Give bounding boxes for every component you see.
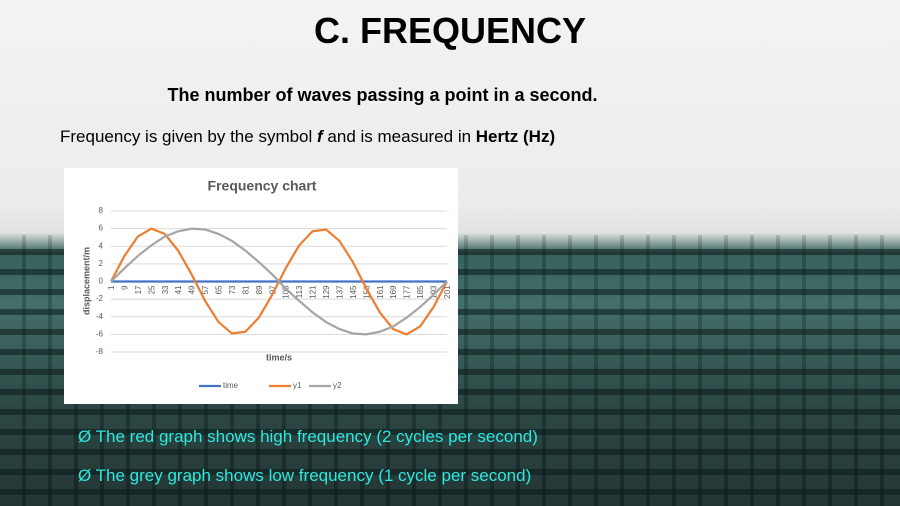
x-tick-label: 161 — [376, 285, 385, 299]
x-tick-label: 177 — [403, 285, 412, 299]
x-tick-label: 113 — [295, 285, 304, 298]
x-tick-label: 185 — [416, 285, 425, 299]
x-tick-label: 193 — [430, 285, 439, 299]
x-axis-title: time/s — [266, 352, 292, 362]
legend-label: y1 — [293, 381, 302, 390]
bullet: Ø The grey graph shows low frequency (1 … — [78, 466, 531, 486]
y-tick-label: -2 — [96, 294, 104, 303]
x-tick-label: 201 — [443, 285, 452, 299]
x-tick-label: 145 — [349, 285, 358, 299]
legend-label: y2 — [333, 381, 342, 390]
symbol: f — [317, 127, 323, 146]
x-tick-label: 49 — [188, 285, 197, 294]
x-tick-label: 17 — [134, 285, 143, 294]
y-tick-label: 0 — [99, 277, 104, 286]
x-tick-label: 153 — [362, 285, 371, 299]
y-tick-label: 2 — [99, 259, 104, 268]
y-axis-title: displacement/m — [81, 247, 91, 315]
x-tick-label: 97 — [268, 285, 277, 294]
text: Frequency is given by the symbol — [60, 127, 318, 146]
y-tick-label: 8 — [99, 206, 104, 215]
legend-label: time — [223, 381, 239, 390]
x-tick-label: 57 — [201, 285, 210, 294]
subtitle: The number of waves passing a point in a… — [167, 85, 598, 105]
chart-title: Frequency chart — [208, 178, 317, 194]
bullet-text: The red graph shows high frequency (2 cy… — [95, 427, 538, 446]
chart: Frequency chart time/s displacement/m -8… — [64, 168, 458, 404]
x-tick-label: 81 — [241, 285, 250, 294]
x-tick-label: 89 — [255, 285, 264, 294]
x-tick-label: 33 — [161, 285, 170, 294]
x-tick-label: 73 — [228, 285, 237, 294]
definition: Frequency is given by the symbol f and i… — [60, 127, 555, 147]
y-tick-label: 6 — [99, 224, 104, 233]
y-tick-label: -6 — [96, 329, 104, 338]
y-tick-label: -4 — [96, 312, 104, 321]
x-tick-label: 121 — [309, 285, 318, 299]
x-tick-label: 9 — [120, 285, 129, 290]
y-tick-label: -8 — [96, 347, 104, 356]
x-tick-label: 105 — [282, 285, 291, 299]
bullet: Ø The red graph shows high frequency (2 … — [78, 427, 538, 447]
y-tick-label: 4 — [99, 241, 104, 250]
text: and is measured in — [322, 127, 476, 146]
x-tick-label: 65 — [215, 285, 224, 294]
bullet-marker: Ø — [78, 466, 92, 485]
unit: Hertz (Hz) — [475, 127, 556, 146]
x-tick-label: 25 — [147, 285, 156, 294]
x-tick-label: 129 — [322, 285, 331, 299]
x-tick-label: 137 — [335, 285, 344, 299]
x-tick-label: 169 — [389, 285, 398, 299]
slide-title: C. FREQUENCY — [313, 10, 587, 51]
x-tick-label: 1 — [107, 285, 116, 290]
series-line — [110, 227, 448, 336]
bullet-marker: Ø — [78, 427, 92, 446]
x-tick-label: 41 — [174, 285, 183, 294]
bullet-text: The grey graph shows low frequency (1 cy… — [95, 466, 532, 485]
chart-background — [64, 168, 458, 404]
